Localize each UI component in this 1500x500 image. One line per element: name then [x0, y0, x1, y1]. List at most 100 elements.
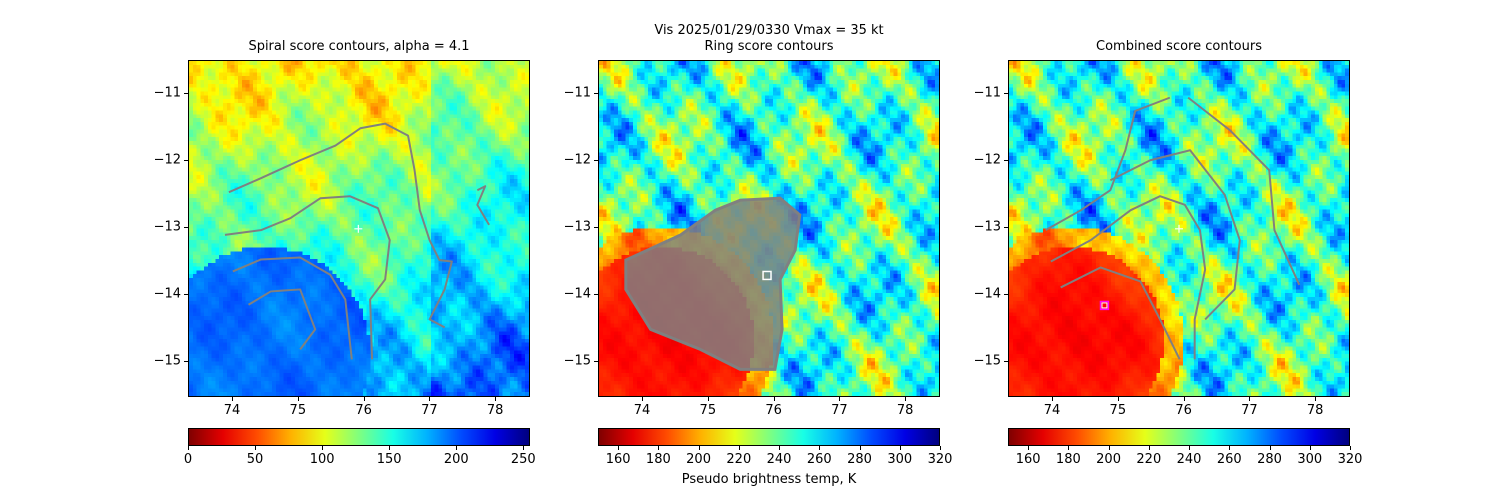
x-tick-label: 78 [1306, 403, 1324, 418]
panel-title: Spiral score contours, alpha = 4.1 [248, 39, 470, 54]
panel-title: Ring score contours [704, 39, 834, 54]
contour-line [1045, 96, 1171, 232]
y-tick-label: −11 [973, 85, 1001, 101]
y-tick-mark [1004, 360, 1008, 362]
y-tick-label: −13 [563, 219, 591, 235]
colorbar-tick-label: 220 [1136, 452, 1162, 467]
x-tick-mark [905, 397, 907, 401]
center-plus-marker [354, 224, 363, 233]
contour-line [228, 122, 453, 329]
colorbar-tick-label: 240 [766, 452, 792, 467]
colorbar-tick-label: 100 [309, 452, 335, 467]
colorbar-tick-label: 200 [443, 452, 469, 467]
x-tick-label: 75 [289, 403, 307, 418]
colorbar-tick-mark [738, 446, 740, 450]
colorbar-tick-label: 200 [1096, 452, 1121, 467]
y-tick-label: −13 [153, 219, 181, 235]
y-tick-mark [594, 226, 598, 228]
x-tick-mark [495, 397, 497, 401]
y-tick-label: −14 [153, 286, 181, 302]
y-tick-label: −13 [973, 219, 1001, 235]
colorbar-tick-mark [940, 446, 941, 450]
colorbar-tick-mark [1148, 446, 1150, 450]
colorbar-tick-mark [618, 446, 620, 450]
colorbar-tick-label: 180 [1055, 452, 1081, 467]
overlay [224, 122, 490, 360]
x-tick-mark [1052, 397, 1054, 401]
colorbar-tick-label: 0 [183, 452, 193, 467]
contour-line [1109, 149, 1241, 321]
colorbar-tick-label: 160 [1015, 452, 1041, 467]
y-tick-label: −15 [563, 353, 591, 369]
colorbar-tick-mark [899, 446, 901, 450]
figure-suptitle: Vis 2025/01/29/0330 Vmax = 35 kt [654, 23, 884, 38]
x-tick-mark [642, 397, 644, 401]
colorbar-tick-mark [322, 446, 324, 450]
heatmap-panel [598, 60, 940, 397]
colorbar-tick-label: 300 [1297, 452, 1323, 467]
y-tick-mark [184, 92, 188, 94]
x-tick-mark [1249, 397, 1251, 401]
y-tick-label: −11 [563, 85, 591, 101]
colorbar [188, 428, 530, 446]
panel-title: Combined score contours [1096, 39, 1262, 54]
overlay [1045, 96, 1301, 360]
colorbar-tick-mark [1350, 446, 1351, 450]
colorbar-tick-mark [1189, 446, 1191, 450]
y-tick-label: −15 [973, 353, 1001, 369]
colorbar-tick-label: 260 [806, 452, 832, 467]
y-tick-label: −14 [973, 286, 1001, 302]
colorbar-tick-label: 250 [510, 452, 536, 467]
center-square-inner [1101, 302, 1108, 309]
x-tick-mark [232, 397, 234, 401]
colorbar-tick-mark [1108, 446, 1110, 450]
heatmap-panel [188, 60, 530, 397]
x-tick-mark [839, 397, 841, 401]
colorbar-tick-label: 50 [246, 452, 264, 467]
x-tick-label: 76 [355, 403, 372, 418]
y-tick-mark [594, 159, 598, 161]
colorbar-tick-label: 150 [376, 452, 402, 467]
y-tick-label: −15 [153, 353, 181, 369]
y-tick-mark [594, 92, 598, 94]
contour-line [247, 288, 317, 350]
colorbar-tick-label: 280 [847, 452, 872, 467]
colorbar-tick-label: 320 [927, 452, 953, 467]
y-tick-mark [1004, 92, 1008, 94]
y-tick-mark [1004, 159, 1008, 161]
contour-line [224, 195, 391, 360]
colorbar-tick-mark [859, 446, 861, 450]
x-tick-mark [1117, 397, 1119, 401]
x-tick-label: 74 [633, 403, 651, 418]
colorbar-tick-mark [1068, 446, 1070, 450]
colorbar-tick-mark [456, 446, 458, 450]
y-tick-mark [1004, 226, 1008, 228]
colorbar-tick-label: 280 [1257, 452, 1282, 467]
x-tick-label: 77 [831, 403, 848, 418]
x-tick-mark [1183, 397, 1185, 401]
contour-line [1050, 195, 1207, 360]
x-tick-mark [363, 397, 365, 401]
contour-line [476, 185, 490, 226]
x-tick-label: 76 [765, 403, 782, 418]
colorbar-tick-mark [819, 446, 821, 450]
colorbar-tick-mark [188, 446, 189, 450]
colorbar-tick-label: 320 [1337, 452, 1363, 467]
x-tick-label: 78 [486, 403, 504, 418]
x-tick-mark [1315, 397, 1317, 401]
colorbar-tick-mark [1028, 446, 1030, 450]
y-tick-mark [594, 360, 598, 362]
contour-line [1060, 266, 1181, 360]
center-square-marker [762, 270, 772, 281]
colorbar-tick-mark [389, 446, 391, 450]
x-tick-mark [773, 397, 775, 401]
y-tick-mark [184, 293, 188, 295]
center-plus-marker [1175, 224, 1183, 233]
y-tick-mark [184, 159, 188, 161]
y-tick-mark [184, 226, 188, 228]
x-tick-label: 75 [1109, 403, 1127, 418]
colorbar [1008, 428, 1350, 446]
center-square-marker [1099, 300, 1110, 311]
colorbar-tick-mark [523, 446, 525, 450]
